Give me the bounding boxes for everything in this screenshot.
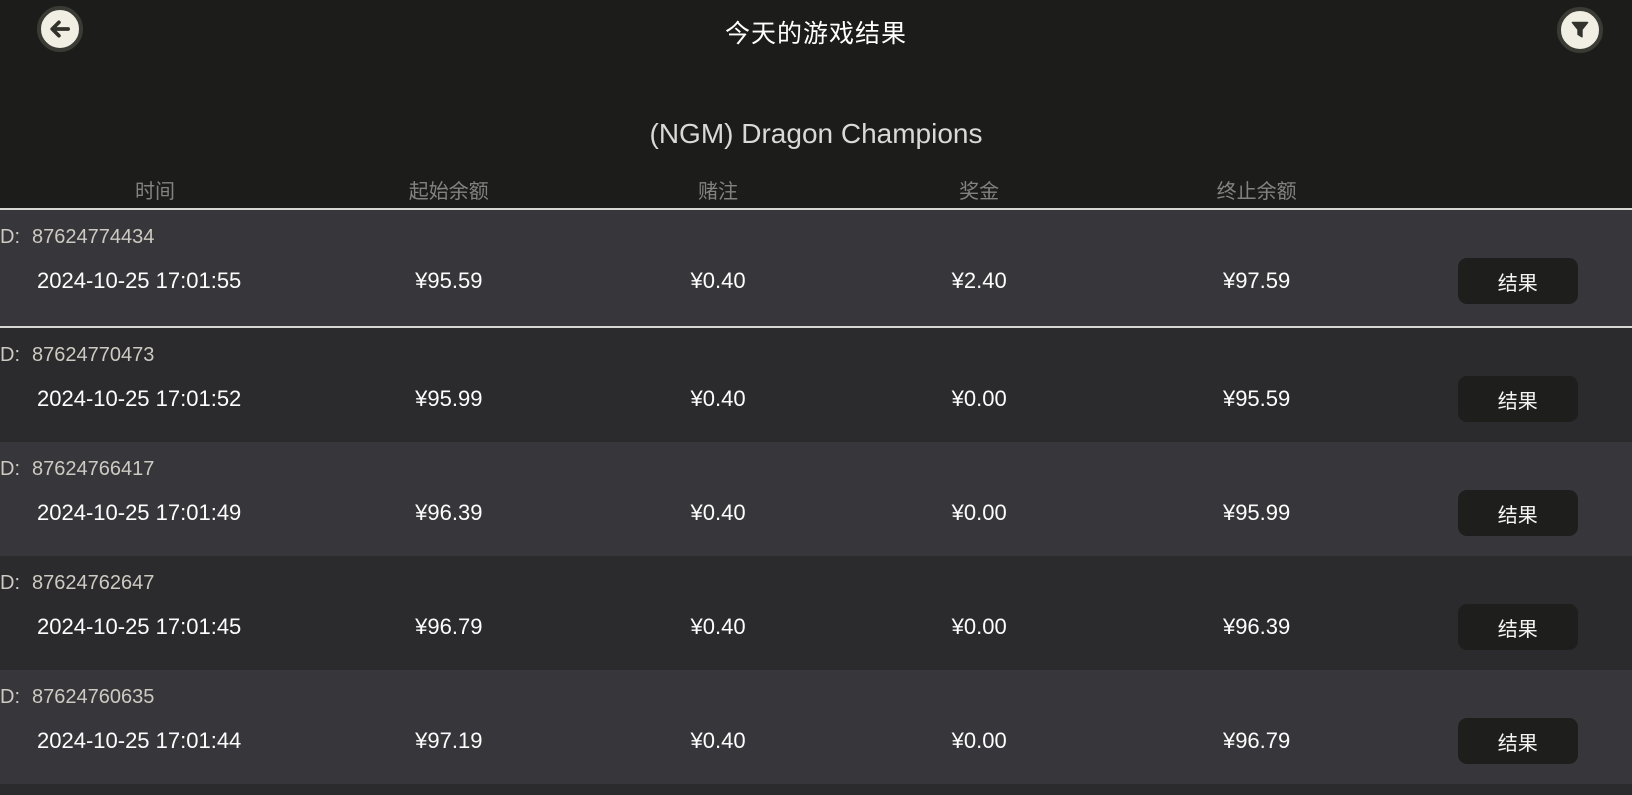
id-value: 87624760635 (32, 686, 155, 708)
table-row: D: 87624760635 2024-10-25 17:01:44 ¥97.19… (0, 670, 1632, 784)
start-balance-cell: ¥95.59 (415, 268, 483, 293)
game-title: (NGM) Dragon Champions (649, 118, 983, 149)
back-button[interactable] (37, 6, 83, 52)
bet-cell: ¥0.40 (690, 728, 746, 753)
time-cell: 2024-10-25 17:01:45 (37, 614, 242, 639)
topbar: 今天的游戏结果 (0, 0, 1632, 60)
arrow-left-icon (47, 16, 73, 42)
filter-button[interactable] (1557, 7, 1603, 53)
results-list: D: 87624774434 2024-10-25 17:01:55 ¥95.59… (0, 208, 1632, 795)
game-id: D: 87624774434 (0, 226, 154, 249)
start-balance-cell: ¥95.99 (415, 386, 483, 411)
table-row: D: 87624770473 2024-10-25 17:01:52 ¥95.99… (0, 328, 1632, 442)
end-balance-cell: ¥96.79 (1222, 728, 1291, 753)
time-cell: 2024-10-25 17:01:55 (37, 268, 242, 293)
id-label: D: (0, 572, 20, 594)
table-row: D: 87624766417 2024-10-25 17:01:49 ¥96.39… (0, 442, 1632, 556)
column-header-end-balance: 终止余额 (1216, 180, 1297, 203)
column-header-time: 时间 (135, 180, 176, 203)
result-button[interactable]: 结果 (1457, 376, 1578, 422)
start-balance-cell: ¥96.79 (415, 614, 483, 639)
result-button[interactable]: 结果 (1457, 604, 1578, 650)
prize-cell: ¥0.00 (951, 500, 1007, 525)
page-title: 今天的游戏结果 (724, 20, 907, 48)
id-label: D: (0, 458, 20, 480)
end-balance-cell: ¥95.99 (1222, 500, 1291, 525)
id-value: 87624774434 (32, 226, 155, 248)
column-header-bet: 赌注 (698, 180, 739, 203)
result-button[interactable]: 结果 (1457, 258, 1578, 304)
id-label: D: (0, 344, 20, 366)
prize-cell: ¥0.00 (951, 728, 1007, 753)
id-value: 87624766417 (32, 458, 155, 480)
game-id: D: 87624762647 (0, 572, 154, 595)
result-button[interactable]: 结果 (1457, 718, 1578, 764)
bet-cell: ¥0.40 (690, 614, 746, 639)
prize-cell: ¥0.00 (951, 386, 1007, 411)
start-balance-cell: ¥97.19 (415, 728, 483, 753)
bet-cell: ¥0.40 (690, 500, 746, 525)
id-label: D: (0, 226, 20, 248)
table-row: D: 87624774434 2024-10-25 17:01:55 ¥95.59… (0, 208, 1632, 328)
id-label: D: (0, 686, 20, 708)
funnel-icon (1568, 18, 1592, 42)
end-balance-cell: ¥96.39 (1222, 614, 1291, 639)
time-cell: 2024-10-25 17:01:44 (37, 728, 242, 753)
table-header: 时间 起始余额 赌注 奖金 终止余额 (0, 170, 1632, 208)
bet-cell: ¥0.40 (690, 268, 746, 293)
time-cell: 2024-10-25 17:01:52 (37, 386, 242, 411)
end-balance-cell: ¥97.59 (1222, 268, 1291, 293)
column-header-start-balance: 起始余额 (408, 180, 489, 203)
result-button[interactable]: 结果 (1457, 490, 1578, 536)
game-id: D: 87624760635 (0, 686, 154, 709)
game-id: D: 87624770473 (0, 344, 154, 367)
column-header-prize: 奖金 (959, 180, 1000, 203)
game-id: D: 87624766417 (0, 458, 154, 481)
end-balance-cell: ¥95.59 (1222, 386, 1291, 411)
id-value: 87624762647 (32, 572, 155, 594)
bet-cell: ¥0.40 (690, 386, 746, 411)
id-value: 87624770473 (32, 344, 155, 366)
next-row-partial (0, 784, 1632, 795)
start-balance-cell: ¥96.39 (415, 500, 483, 525)
prize-cell: ¥2.40 (951, 268, 1007, 293)
prize-cell: ¥0.00 (951, 614, 1007, 639)
table-row: D: 87624762647 2024-10-25 17:01:45 ¥96.79… (0, 556, 1632, 670)
time-cell: 2024-10-25 17:01:49 (37, 500, 242, 525)
